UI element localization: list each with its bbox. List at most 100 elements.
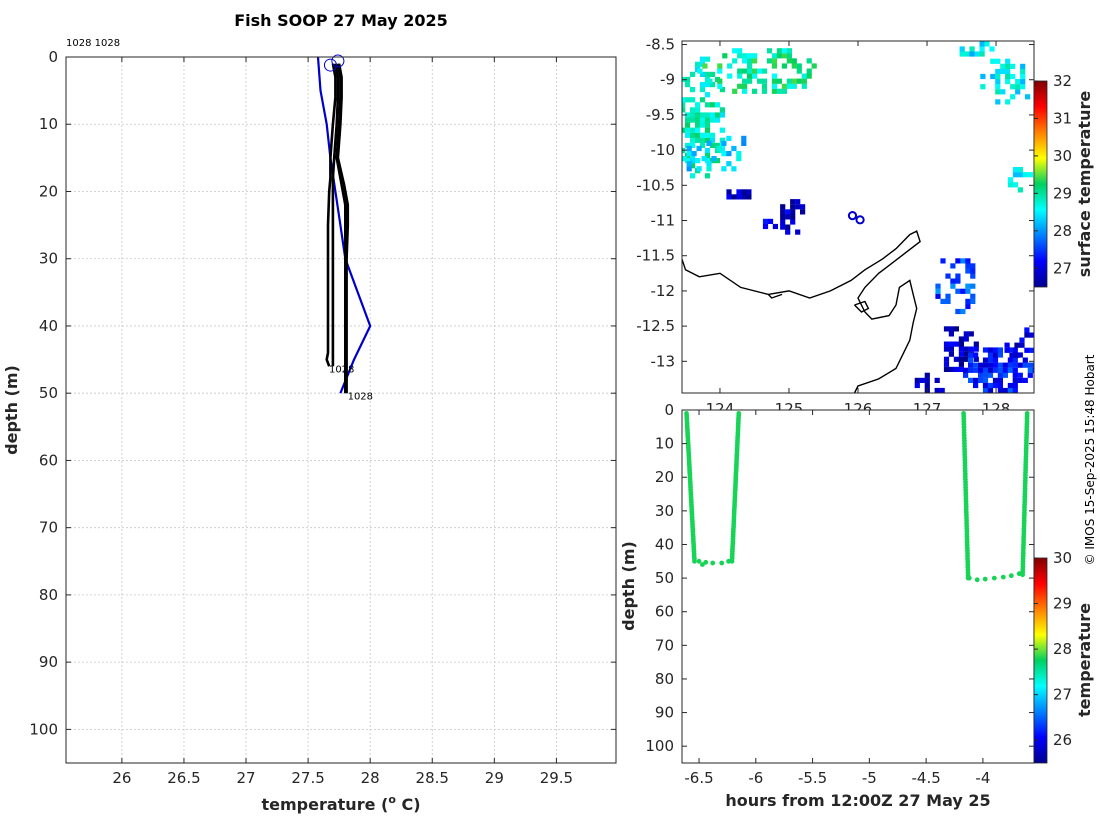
- sst-pixel: [953, 366, 959, 372]
- sst-pixel: [995, 89, 1001, 95]
- sst-pixel: [800, 204, 806, 210]
- sst-pixel: [695, 102, 701, 108]
- sst-pixel: [704, 127, 711, 133]
- sst-pixel: [690, 71, 696, 77]
- profile-surface-marker: [331, 54, 345, 68]
- sst-pixel: [970, 293, 976, 299]
- track-y-tick-label: 30: [655, 502, 674, 520]
- sst-pixel: [811, 63, 817, 69]
- sst-pixel: [791, 63, 797, 69]
- sst-pixel: [965, 263, 971, 269]
- track-colorbar-tick-label: 30: [1053, 549, 1072, 567]
- sst-pixel: [978, 372, 984, 378]
- sst-pixel: [973, 377, 979, 383]
- profile-series: 1028 1028: [316, 54, 373, 403]
- sst-pixel: [940, 298, 946, 304]
- sst-pixel: [1012, 362, 1018, 368]
- sst-pixel: [987, 352, 994, 358]
- sst-pixel: [950, 278, 956, 284]
- track-tick-labels: 0 10 20 30 40 50 60 70 80 90 100 -6.5 -6 -5.5 -5 -4.5 -4: [645, 401, 1034, 787]
- sst-pixel: [741, 194, 747, 200]
- track-point: [692, 558, 697, 564]
- track-point: [1024, 411, 1030, 416]
- sst-pixel: [790, 209, 796, 215]
- sst-pixel: [973, 367, 979, 373]
- sst-pixel: [1007, 362, 1013, 368]
- sst-pixel: [997, 377, 1003, 383]
- sst-pixel: [982, 357, 989, 363]
- sst-pixel: [987, 362, 994, 368]
- profile-x-tick-label: 26: [112, 769, 131, 787]
- sst-pixel: [987, 347, 994, 353]
- sst-pixel: [746, 194, 752, 200]
- track-point: [710, 560, 716, 566]
- sst-pixel: [1017, 377, 1023, 383]
- sst-pixel: [979, 46, 985, 52]
- profile-y-tick-label: 70: [39, 519, 58, 537]
- sst-pixel: [699, 87, 706, 93]
- sst-pixel: [1022, 172, 1028, 178]
- sst-pixel: [948, 346, 954, 352]
- sst-pixel: [685, 97, 691, 103]
- sst-pixel: [958, 356, 964, 362]
- sst-pixel: [726, 189, 732, 195]
- sst-pixel: [945, 293, 951, 299]
- sst-pixel: [737, 73, 743, 79]
- sst-pixel: [719, 147, 725, 154]
- track-y-tick-label: 70: [655, 636, 674, 654]
- sst-pixel: [1009, 352, 1015, 358]
- sst-pixel: [973, 341, 979, 347]
- sst-pixel: [704, 137, 711, 143]
- sst-pixel: [757, 78, 763, 84]
- sst-pixel: [1012, 377, 1018, 383]
- sst-pixel: [1005, 63, 1011, 69]
- ship-track-marker: [855, 215, 865, 225]
- sst-pixel: [948, 341, 954, 347]
- sst-pixel: [1032, 362, 1034, 368]
- sst-pixel: [790, 199, 796, 205]
- sst-pixel: [685, 82, 691, 88]
- sst-pixel: [695, 158, 701, 164]
- profile-line-cast-2: [331, 63, 340, 367]
- sst-pixel: [1025, 94, 1031, 100]
- sst-pixel: [1002, 387, 1008, 393]
- sst-pixel: [747, 58, 753, 64]
- sst-pixel: [958, 341, 964, 347]
- sst-pixel: [780, 219, 786, 225]
- sst-pixel: [997, 352, 1003, 358]
- sst-pixel: [970, 298, 976, 304]
- sst-pixel: [727, 63, 733, 69]
- sst-pixel: [984, 41, 990, 47]
- sst-pixel: [968, 367, 974, 373]
- x-axis-label-superscript: o: [388, 793, 396, 806]
- sst-pixel: [1007, 347, 1013, 353]
- sst-pixel: [935, 293, 941, 299]
- sst-pixel: [1000, 68, 1006, 75]
- sst-pixel: [704, 132, 711, 138]
- sst-pixel: [997, 372, 1003, 378]
- sst-pixel: [704, 152, 711, 159]
- sst-pixel: [795, 229, 801, 235]
- sst-pixel: [741, 140, 747, 146]
- sst-pixel: [934, 387, 940, 393]
- sst-pixel: [965, 303, 971, 310]
- track-y-tick-label: 10: [655, 435, 674, 453]
- track-y-tick-label: 0: [664, 401, 674, 419]
- sst-pixel: [690, 97, 696, 103]
- sst-pixel: [717, 83, 723, 89]
- profile-y-tick-label: 80: [39, 586, 58, 604]
- sst-pixel: [1014, 342, 1020, 348]
- track-colorbar-ticks: 26 27 28 29 30: [1034, 549, 1072, 749]
- track-colorbar-tick-label: 28: [1053, 640, 1072, 658]
- sst-pixel: [742, 78, 748, 84]
- track-background: [682, 410, 1034, 763]
- sst-pixel: [690, 173, 696, 179]
- sst-pixel: [690, 137, 696, 143]
- sst-pixel: [806, 73, 812, 79]
- sst-pixel: [704, 56, 711, 62]
- sst-pixel: [1005, 99, 1011, 105]
- sst-pixel: [699, 137, 706, 143]
- sst-pixel: [1007, 177, 1014, 183]
- sst-pixel: [948, 351, 954, 357]
